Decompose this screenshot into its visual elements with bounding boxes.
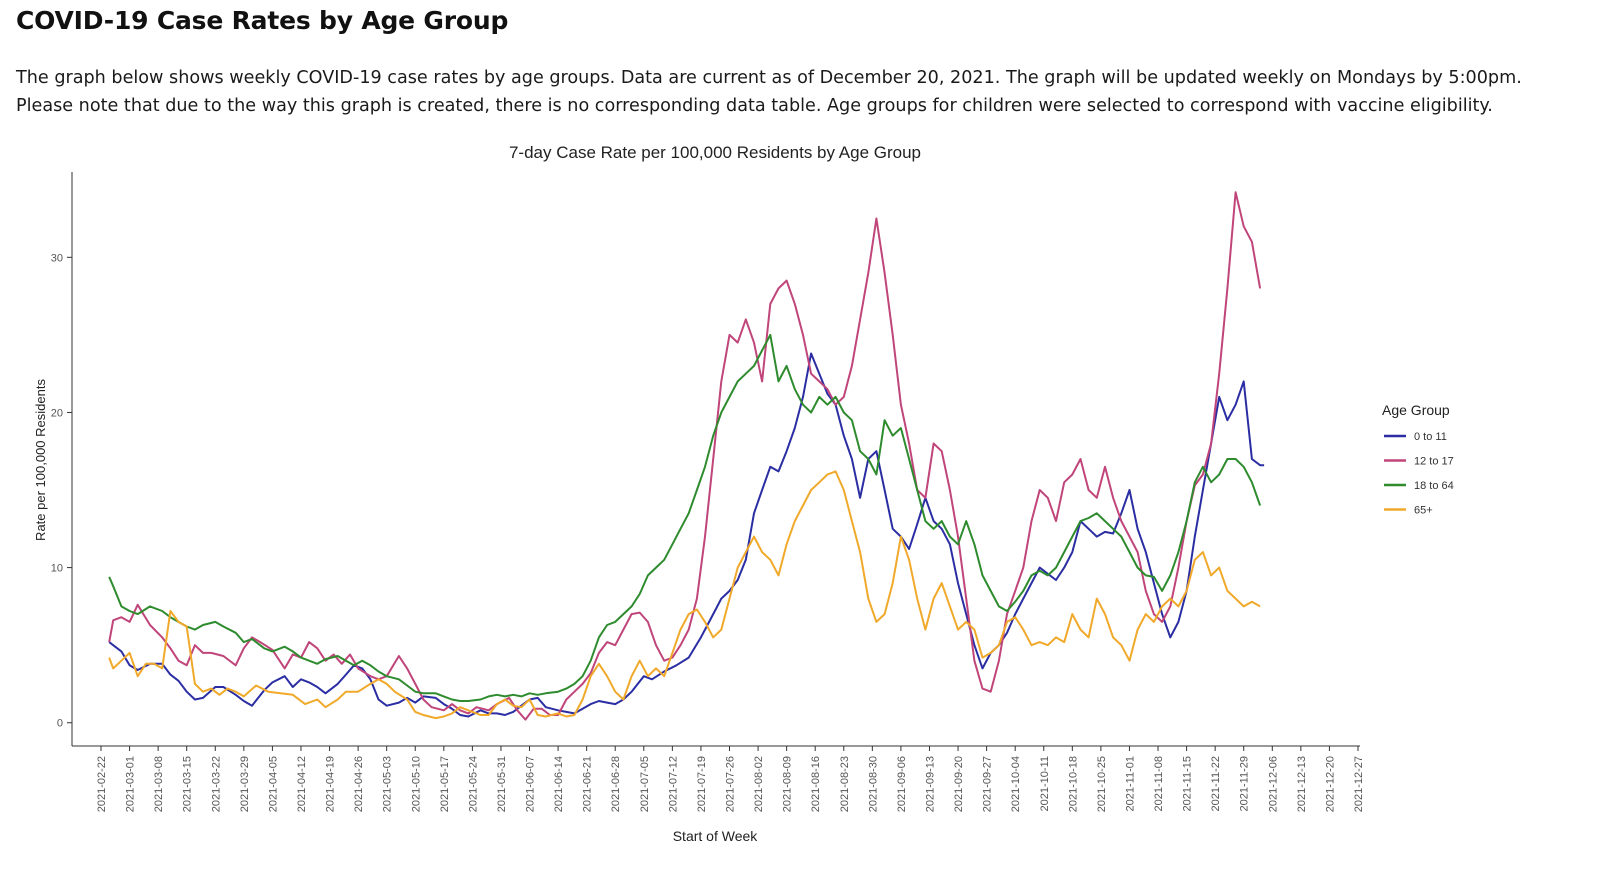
x-tick-label: 2021-10-18 bbox=[1067, 756, 1079, 812]
x-tick-label: 2021-10-25 bbox=[1096, 756, 1108, 812]
legend-label: 0 to 11 bbox=[1414, 431, 1447, 443]
x-tick-label: 2021-05-03 bbox=[382, 756, 394, 812]
x-tick-label: 2021-04-05 bbox=[267, 756, 279, 812]
legend-label: 65+ bbox=[1414, 505, 1433, 517]
x-tick-label: 2021-04-26 bbox=[353, 756, 365, 812]
x-tick-label: 2021-07-12 bbox=[667, 756, 679, 812]
x-tick-label: 2021-04-19 bbox=[325, 756, 337, 812]
x-tick-label: 2021-05-31 bbox=[496, 756, 508, 812]
x-tick-label: 2021-11-08 bbox=[1153, 756, 1165, 811]
series-line-18-to-64 bbox=[108, 333, 1262, 702]
y-tick-label: 0 bbox=[57, 718, 63, 730]
x-tick-label: 2021-08-02 bbox=[753, 756, 765, 812]
x-tick-label: 2021-09-06 bbox=[896, 756, 908, 812]
x-tick-label: 2021-03-29 bbox=[239, 756, 251, 812]
x-tick-label: 2021-11-15 bbox=[1182, 756, 1194, 811]
y-tick-label: 10 bbox=[51, 563, 63, 575]
x-tick-label: 2021-06-14 bbox=[553, 756, 565, 812]
x-tick-label: 2021-06-07 bbox=[525, 756, 537, 812]
x-tick-label: 2021-12-13 bbox=[1296, 756, 1308, 812]
chart-series-lines bbox=[108, 191, 1265, 721]
series-line-12-to-17 bbox=[108, 191, 1262, 721]
x-tick-label: 2021-10-04 bbox=[1010, 756, 1022, 812]
x-tick-label: 2021-09-13 bbox=[924, 756, 936, 812]
chart-title: 7-day Case Rate per 100,000 Residents by… bbox=[509, 143, 921, 162]
y-tick-label: 20 bbox=[51, 407, 63, 419]
x-tick-label: 2021-08-23 bbox=[839, 756, 851, 812]
chart-legend: Age Group 0 to 11 12 to 17 18 to 64 65+ bbox=[1382, 402, 1454, 517]
x-tick-label: 2021-05-10 bbox=[410, 756, 422, 812]
x-tick-label: 2021-03-08 bbox=[153, 756, 165, 812]
description-line-2: Please note that due to the way this gra… bbox=[16, 96, 1493, 116]
description-line-1: The graph below shows weekly COVID-19 ca… bbox=[16, 68, 1522, 88]
legend-title: Age Group bbox=[1382, 402, 1450, 418]
x-tick-label: 2021-02-22 bbox=[96, 756, 108, 812]
x-tick-label: 2021-03-22 bbox=[210, 756, 222, 812]
x-tick-label: 2021-09-20 bbox=[953, 756, 965, 812]
x-tick-label: 2021-08-30 bbox=[867, 756, 879, 812]
x-tick-label: 2021-12-27 bbox=[1353, 756, 1365, 812]
x-tick-label: 2021-11-29 bbox=[1239, 756, 1251, 811]
x-tick-label: 2021-12-06 bbox=[1267, 756, 1279, 812]
x-tick-label: 2021-11-22 bbox=[1210, 756, 1222, 811]
x-tick-label: 2021-08-09 bbox=[782, 756, 794, 812]
x-axis-label: Start of Week bbox=[673, 828, 759, 844]
x-tick-label: 2021-12-20 bbox=[1324, 756, 1336, 812]
legend-label: 18 to 64 bbox=[1414, 480, 1454, 492]
x-tick-label: 2021-05-17 bbox=[439, 756, 451, 812]
x-tick-label: 2021-10-11 bbox=[1039, 756, 1051, 811]
x-tick-label: 2021-09-27 bbox=[982, 756, 994, 812]
x-tick-label: 2021-08-16 bbox=[810, 756, 822, 812]
x-tick-label: 2021-04-12 bbox=[296, 756, 308, 812]
y-tick-label: 30 bbox=[51, 252, 63, 264]
legend-label: 12 to 17 bbox=[1414, 456, 1454, 468]
x-tick-label: 2021-07-26 bbox=[725, 756, 737, 812]
x-tick-label: 2021-06-21 bbox=[582, 756, 594, 812]
x-tick-label: 2021-07-05 bbox=[639, 756, 651, 812]
x-tick-label: 2021-03-01 bbox=[125, 756, 137, 812]
series-line-0-to-11 bbox=[108, 352, 1265, 718]
page-title: COVID-19 Case Rates by Age Group bbox=[16, 6, 509, 35]
chart-axes: 0 10 20 30 2021-02-22 2021-03-01 2021-03-08 202… bbox=[51, 172, 1365, 812]
y-axis-label: Rate per 100,000 Residents bbox=[33, 379, 48, 541]
x-tick-label: 2021-05-24 bbox=[467, 756, 479, 812]
x-tick-label: 2021-07-19 bbox=[696, 756, 708, 812]
x-tick-label: 2021-06-28 bbox=[610, 756, 622, 812]
series-line-65- bbox=[108, 470, 1261, 720]
x-tick-label: 2021-03-15 bbox=[182, 756, 194, 812]
x-tick-label: 2021-11-01 bbox=[1124, 756, 1136, 811]
page-description: The graph below shows weekly COVID-19 ca… bbox=[16, 64, 1586, 120]
